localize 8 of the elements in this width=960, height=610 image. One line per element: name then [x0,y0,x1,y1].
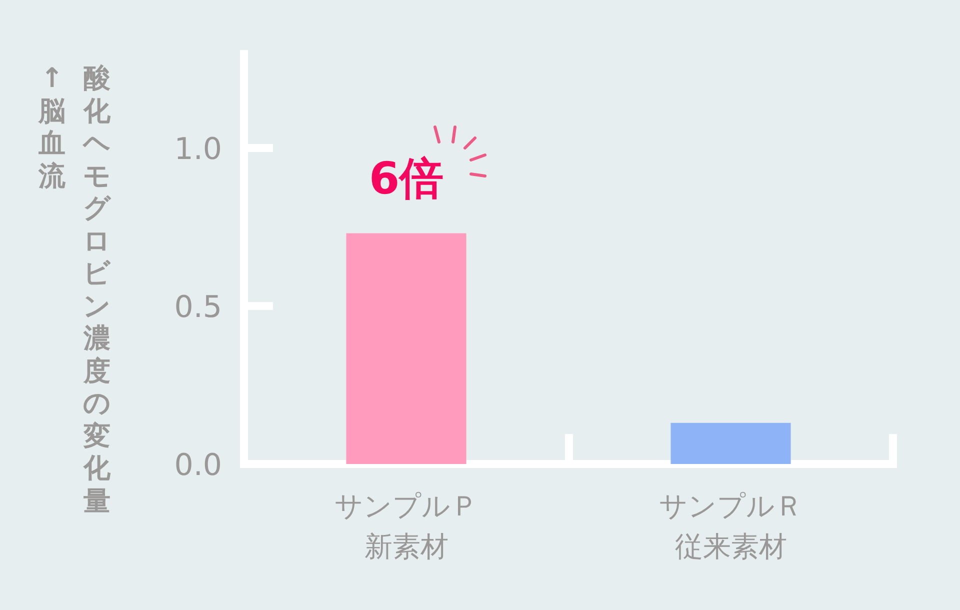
x-tick-label: サンプルＲ従来素材 [658,490,803,564]
y-tick-label: 0.0 [174,448,222,483]
annotation: 6倍 [368,154,444,205]
text: ↑ 脳血流 [38,63,66,193]
y-tick-label: 0.5 [174,290,222,325]
x-tick-label: サンプルＰ新素材 [334,490,478,564]
text: 酸化ヘモグロビン濃度の変化量 [83,63,111,516]
y-tick-label: 1.0 [174,132,222,167]
